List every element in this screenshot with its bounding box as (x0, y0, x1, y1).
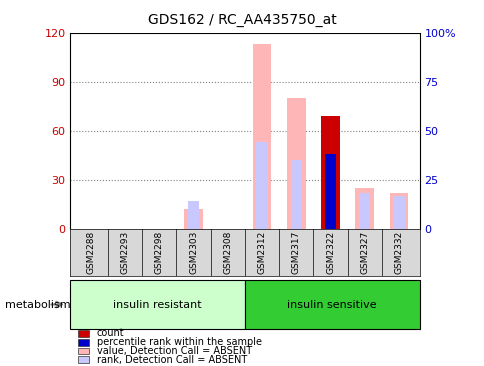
Text: rank, Detection Call = ABSENT: rank, Detection Call = ABSENT (97, 355, 246, 365)
Bar (78, 348, 89, 354)
Bar (320, 116, 339, 229)
Bar (244, 280, 419, 329)
Bar (252, 44, 271, 229)
Text: insulin sensitive: insulin sensitive (287, 300, 376, 310)
Text: GSM2293: GSM2293 (121, 231, 129, 274)
Bar (78, 339, 89, 346)
Text: GDS162 / RC_AA435750_at: GDS162 / RC_AA435750_at (148, 13, 336, 27)
Bar (184, 209, 203, 229)
Text: GSM2298: GSM2298 (154, 231, 164, 274)
Text: GSM2322: GSM2322 (325, 231, 334, 274)
Bar (355, 188, 373, 229)
Bar (78, 356, 89, 363)
Bar (324, 154, 335, 229)
Text: value, Detection Call = ABSENT: value, Detection Call = ABSENT (97, 346, 251, 356)
Bar (290, 160, 302, 229)
Bar (393, 196, 404, 229)
Text: percentile rank within the sample: percentile rank within the sample (97, 337, 261, 347)
Bar (187, 201, 199, 229)
Text: GSM2308: GSM2308 (223, 231, 232, 274)
Bar (70, 280, 244, 329)
Text: metabolism: metabolism (5, 299, 70, 310)
Bar (78, 330, 89, 337)
Bar (358, 193, 370, 229)
Text: GSM2327: GSM2327 (360, 231, 368, 274)
Text: GSM2288: GSM2288 (86, 231, 95, 274)
Text: count: count (97, 328, 124, 339)
Bar (286, 98, 305, 229)
Text: GSM2303: GSM2303 (189, 231, 197, 274)
Bar (389, 193, 408, 229)
Text: GSM2312: GSM2312 (257, 231, 266, 274)
Text: insulin resistant: insulin resistant (113, 300, 201, 310)
Bar (256, 142, 267, 229)
Text: GSM2317: GSM2317 (291, 231, 300, 274)
Text: GSM2332: GSM2332 (393, 231, 403, 274)
